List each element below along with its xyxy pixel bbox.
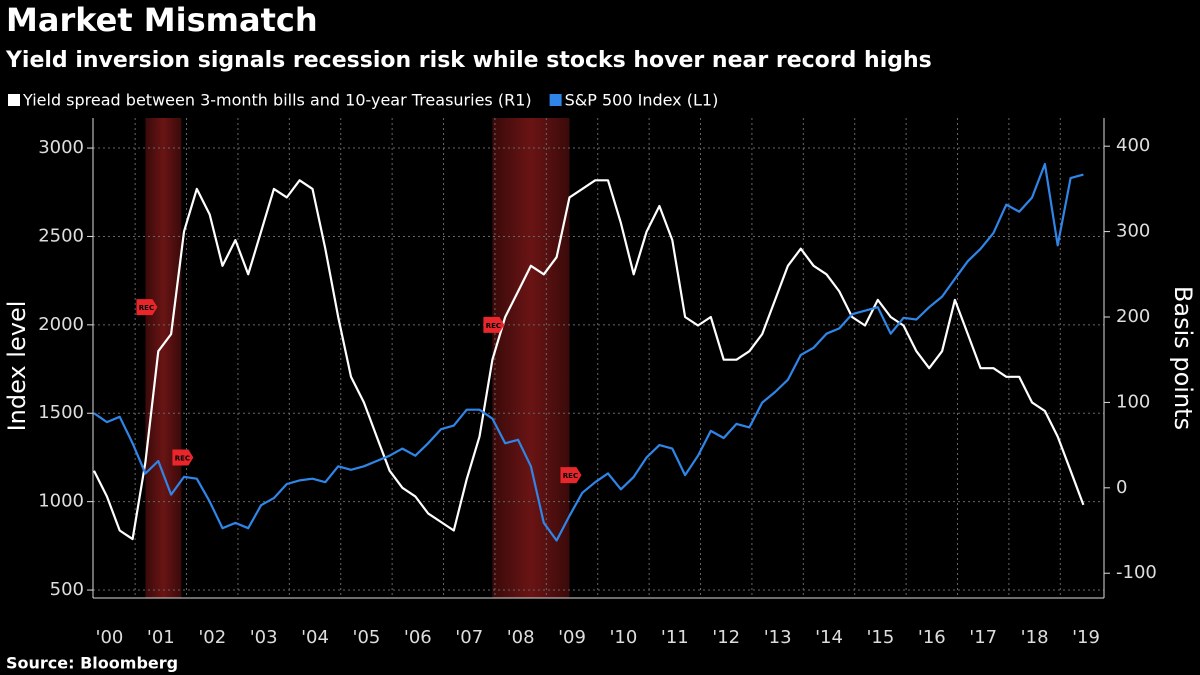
series-line <box>93 179 1085 541</box>
y2-tick-label: 0 <box>1116 477 1127 498</box>
x-tick-label: '10 <box>609 627 637 648</box>
y2-tick-label: 200 <box>1116 306 1150 327</box>
x-tick-label: '04 <box>301 627 329 648</box>
y-tick-label: 1000 <box>38 491 84 512</box>
x-tick-label: '03 <box>250 627 278 648</box>
legend-swatch <box>8 94 20 106</box>
legend-label: Yield spread between 3-month bills and 1… <box>22 91 532 110</box>
x-tick-label: '15 <box>866 627 894 648</box>
x-tick-label: '07 <box>455 627 483 648</box>
x-tick-label: '16 <box>918 627 946 648</box>
y-tick-label: 2000 <box>38 314 84 335</box>
x-tick-label: '02 <box>198 627 226 648</box>
recession-marker: REC <box>136 299 158 316</box>
x-tick-label: '13 <box>764 627 792 648</box>
y-tick-label: 500 <box>50 579 84 600</box>
recession-label: REC <box>139 304 154 312</box>
y2-tick-label: 100 <box>1116 391 1150 412</box>
y2-tick-label: 300 <box>1116 221 1150 242</box>
x-tick-label: '19 <box>1072 627 1100 648</box>
recession-marker: REC <box>483 316 505 333</box>
recession-marker: REC <box>560 467 582 484</box>
x-tick-label: '12 <box>712 627 740 648</box>
series-line <box>93 162 1084 542</box>
y2-axis-title: Basis points <box>1169 286 1197 430</box>
chart-subtitle: Yield inversion signals recession risk w… <box>5 48 932 73</box>
recession-tag <box>483 316 505 333</box>
source: Source: Bloomberg <box>6 654 178 673</box>
y2-tick-label: -100 <box>1116 562 1157 583</box>
recession-tag <box>136 299 158 316</box>
y-axis-title: Index level <box>3 301 31 432</box>
x-tick-label: '11 <box>661 627 689 648</box>
x-tick-label: '14 <box>815 627 843 648</box>
x-tick-label: '17 <box>969 627 997 648</box>
recession-label: REC <box>563 472 578 480</box>
x-tick-label: '08 <box>507 627 535 648</box>
recession-band <box>492 118 570 598</box>
x-tick-label: '18 <box>1021 627 1049 648</box>
x-tick-label: '06 <box>404 627 432 648</box>
recession-tag <box>172 449 194 466</box>
x-tick-label: '00 <box>96 627 124 648</box>
recession-label: REC <box>486 322 501 330</box>
recession-band <box>145 118 182 598</box>
legend-swatch <box>549 94 562 106</box>
chart-title: Market Mismatch <box>6 1 318 39</box>
recession-label: REC <box>175 454 190 462</box>
recession-marker: REC <box>172 449 194 466</box>
legend-label: S&P 500 Index (L1) <box>565 91 719 110</box>
recession-tag <box>560 467 582 484</box>
x-tick-label: '01 <box>147 627 175 648</box>
y-tick-label: 1500 <box>38 402 84 423</box>
x-tick-label: '09 <box>558 627 586 648</box>
x-tick-label: '05 <box>353 627 381 648</box>
y2-tick-label: 400 <box>1116 135 1150 156</box>
y-tick-label: 2500 <box>38 225 84 246</box>
y-tick-label: 3000 <box>38 137 84 158</box>
